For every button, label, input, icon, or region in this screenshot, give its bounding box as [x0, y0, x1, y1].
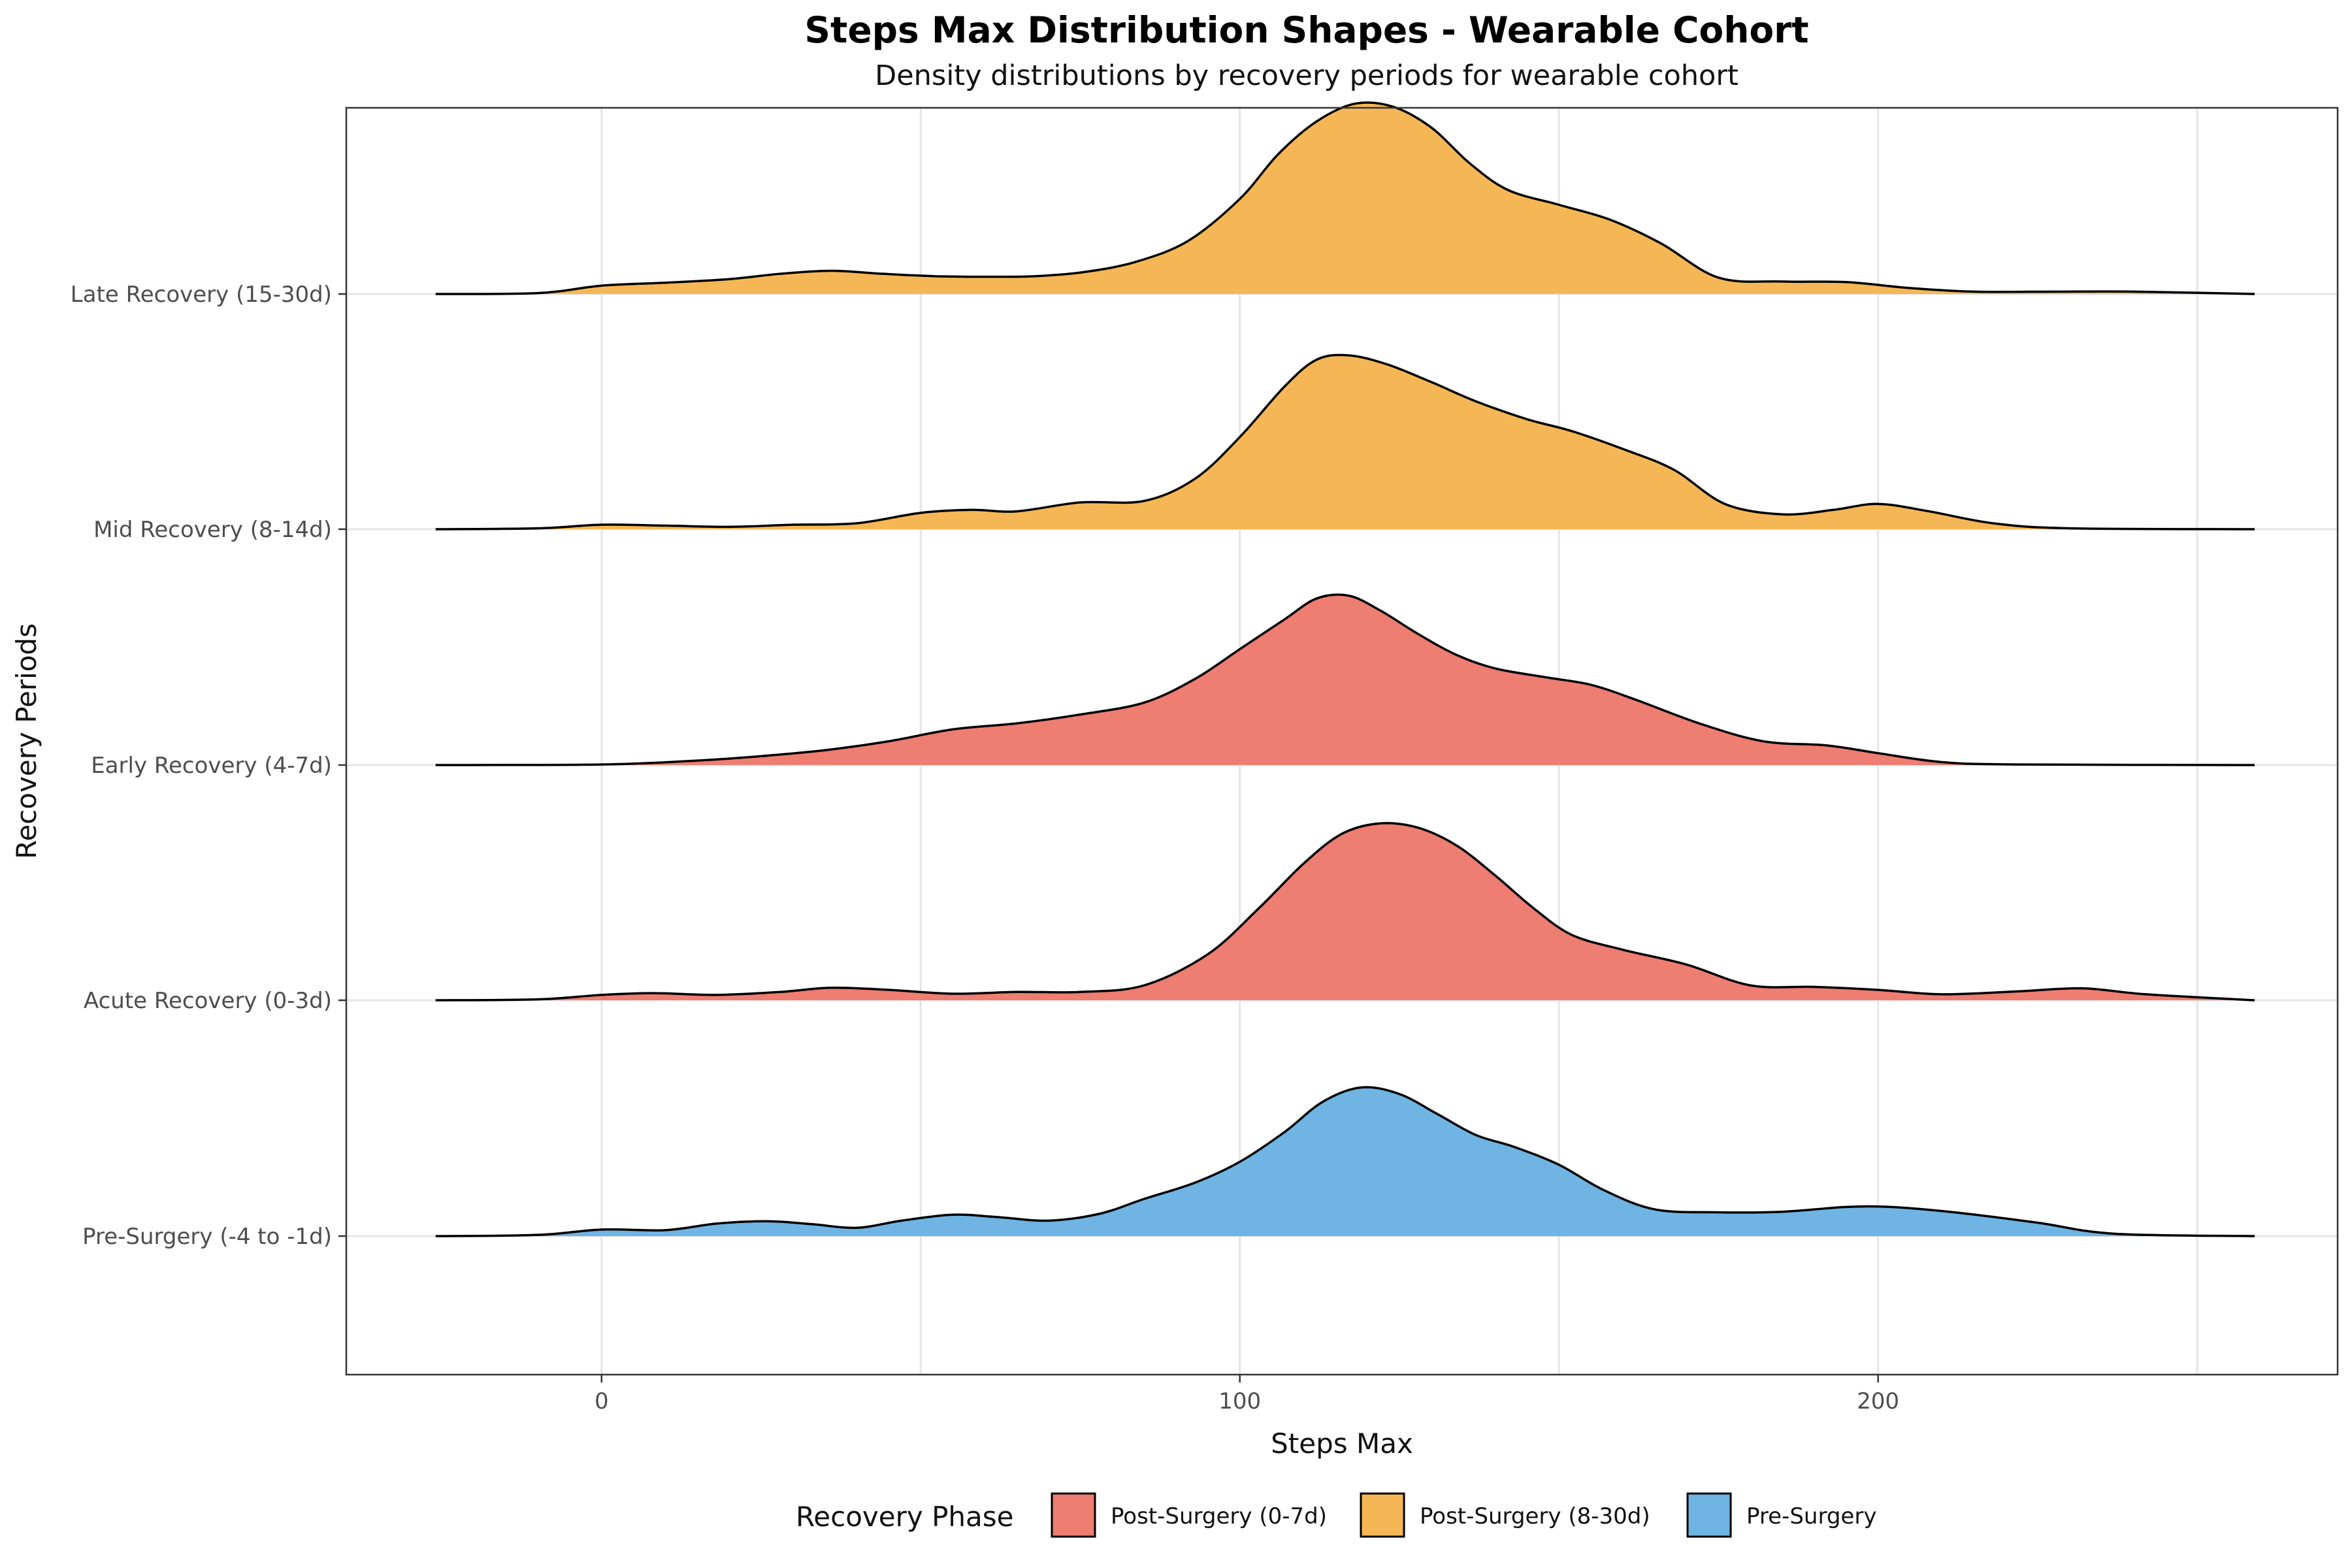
- plot-panel: [345, 101, 2339, 1376]
- x-tick-label: 0: [595, 1388, 609, 1414]
- ridge-early-recovery-4-7d: [435, 593, 2255, 766]
- ridge-outline: [435, 1086, 2255, 1237]
- ridge-acute-recovery-0-3d: [435, 822, 2255, 1002]
- legend-title: Recovery Phase: [796, 1501, 1014, 1533]
- legend-label: Pre-Surgery: [1746, 1503, 1876, 1529]
- ridge-fill: [435, 823, 2255, 1000]
- y-tick-label: Late Recovery (15-30d): [71, 282, 332, 308]
- legend-label: Post-Surgery (0-7d): [1111, 1503, 1327, 1529]
- legend: Recovery Phase Post-Surgery (0-7d) Post-S…: [796, 1492, 1876, 1538]
- legend-label: Post-Surgery (8-30d): [1420, 1503, 1650, 1529]
- legend-swatch: [1051, 1492, 1096, 1538]
- y-axis-tick-labels: Pre-Surgery (-4 to -1d) Acute Recovery (0…: [71, 282, 346, 1250]
- legend-swatch: [1686, 1492, 1732, 1538]
- x-tick-label: 100: [1218, 1388, 1261, 1414]
- ridge-mid-recovery-8-14d: [435, 353, 2255, 531]
- ridge-pre-surgery-4-to-1d: [435, 1086, 2255, 1237]
- x-axis-title: Steps Max: [1271, 1428, 1413, 1460]
- ridge-outline: [435, 822, 2255, 1002]
- chart-title: Steps Max Distribution Shapes - Wearable…: [804, 9, 1808, 51]
- y-tick-label: Acute Recovery (0-3d): [84, 988, 332, 1014]
- ridge-outline: [435, 101, 2255, 295]
- ridge-outline: [435, 593, 2255, 766]
- chart-subtitle: Density distributions by recovery period…: [875, 59, 1739, 92]
- ridge-fill: [435, 595, 2255, 765]
- legend-item: Pre-Surgery: [1686, 1492, 1876, 1538]
- ridge-fill: [435, 355, 2255, 529]
- ridge-fill: [435, 1087, 2255, 1236]
- legend-item: Post-Surgery (0-7d): [1051, 1492, 1327, 1538]
- density-ridges: [435, 101, 2255, 1237]
- y-axis-title: Recovery Periods: [10, 623, 42, 859]
- x-axis-tick-labels: 0 100 200: [595, 1375, 1899, 1414]
- x-tick-label: 200: [1857, 1388, 1899, 1414]
- ridge-outline: [435, 353, 2255, 531]
- y-tick-label: Pre-Surgery (-4 to -1d): [82, 1224, 332, 1250]
- y-tick-label: Mid Recovery (8-14d): [93, 517, 332, 543]
- ridge-fill: [435, 102, 2255, 295]
- legend-item: Post-Surgery (8-30d): [1360, 1492, 1650, 1538]
- ridge-late-recovery-15-30d: [435, 101, 2255, 295]
- panel-border: [345, 106, 2339, 1376]
- legend-swatch: [1360, 1492, 1405, 1538]
- y-tick-label: Early Recovery (4-7d): [91, 753, 332, 779]
- legend-items: Post-Surgery (0-7d) Post-Surgery (8-30d) P…: [1051, 1492, 1876, 1538]
